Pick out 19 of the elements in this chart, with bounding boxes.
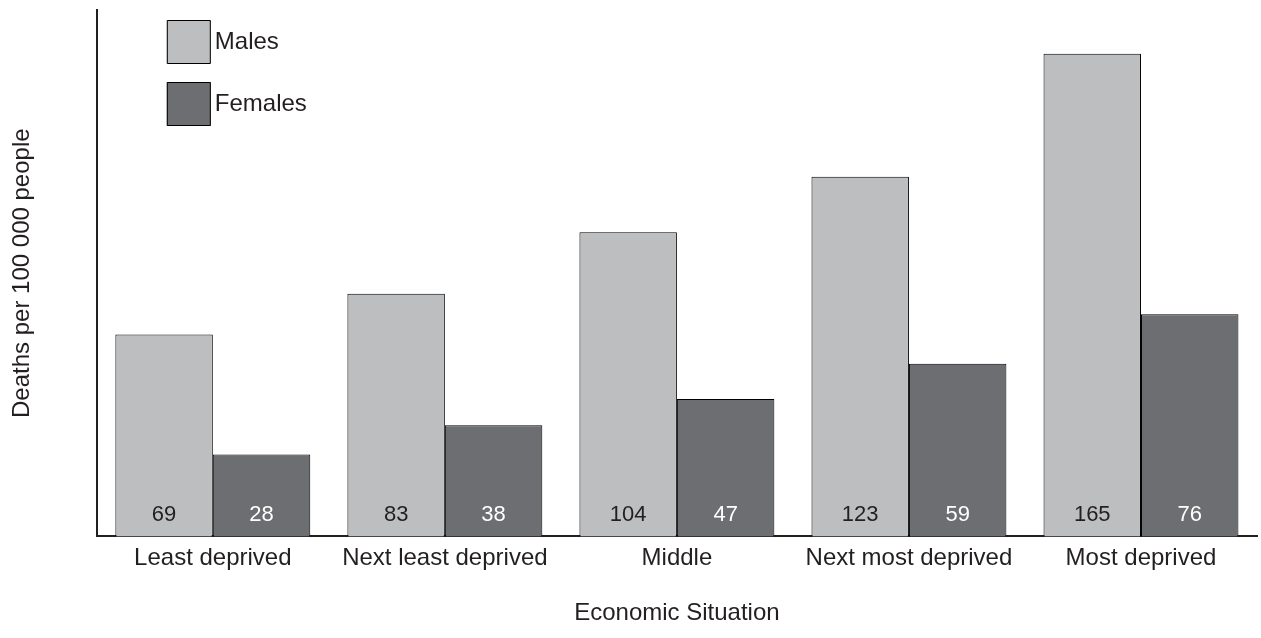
data-label: 165 [1073,501,1111,527]
x-tick-label: Most deprived [1065,543,1217,571]
data-label: 123 [841,501,879,527]
data-label: 83 [383,501,409,527]
data-label: 28 [249,501,274,527]
data-label: 59 [945,501,970,527]
x-tick-label: Least deprived [134,543,292,571]
x-axis-title: Economic Situation [574,598,780,626]
y-axis-title: Deaths per 100 000 people [7,128,35,418]
legend-label: Males [214,26,279,54]
data-label: 38 [481,501,506,527]
data-label: 76 [1177,501,1202,527]
data-label: 104 [609,501,647,527]
x-tick-label: Next most deprived [805,543,1013,571]
x-tick-label: Middle [641,543,713,571]
data-label: 47 [713,501,738,527]
legend-label: Females [214,88,307,116]
data-label: 69 [151,501,177,527]
x-tick-label: Next least deprived [342,543,548,571]
